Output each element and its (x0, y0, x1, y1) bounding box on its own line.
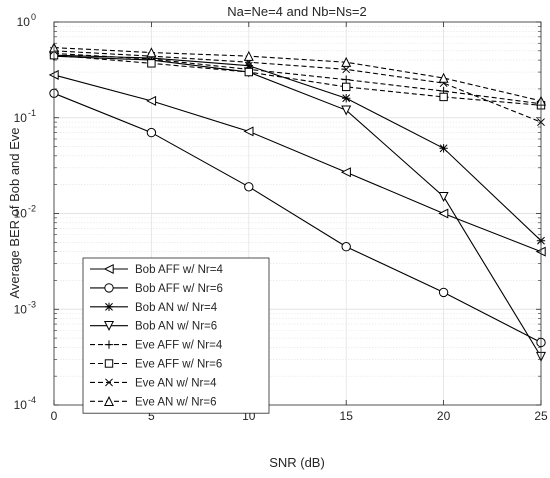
legend-item: Bob AN w/ Nr=4 (90, 302, 218, 314)
legend-marker (103, 395, 115, 406)
data-point (146, 47, 157, 58)
legend-item: Bob AFF w/ Nr=6 (90, 283, 223, 295)
data-point (243, 126, 254, 137)
data-point (341, 56, 352, 67)
data-point (244, 67, 254, 77)
series-line (53, 50, 542, 123)
x-tick-label: 0 (51, 409, 58, 423)
data-point (342, 75, 351, 84)
legend-marker (103, 321, 115, 332)
y-tick-label: 10-3 (14, 299, 36, 316)
data-point (340, 167, 351, 178)
legend-label: Eve AN w/ Nr=6 (135, 396, 217, 408)
data-point (341, 242, 351, 252)
chart-title: Na=Ne=4 and Nb=Ns=2 (227, 4, 366, 19)
legend-label: Bob AN w/ Nr=4 (135, 302, 218, 314)
data-point (438, 287, 449, 298)
data-point (146, 95, 157, 106)
legend-item: Bob AN w/ Nr=6 (90, 321, 217, 333)
x-tick-label: 15 (340, 409, 354, 423)
legend-label: Eve AN w/ Nr=4 (135, 377, 217, 389)
legend-marker (105, 378, 113, 387)
data-point (342, 82, 351, 92)
data-point (439, 144, 448, 153)
legend-marker (104, 359, 114, 368)
legend: Bob AFF w/ Nr=4 Bob AFF w/ Nr=6 Bob AN w/ … (82, 257, 270, 414)
x-tick-label: 5 (148, 409, 155, 423)
series-line (53, 55, 542, 357)
legend-box (82, 257, 270, 414)
legend-item: Eve AN w/ Nr=4 (90, 377, 217, 389)
y-tick-label: 10-1 (14, 108, 36, 125)
series-line (53, 54, 542, 106)
legend-marker (104, 340, 114, 349)
legend-marker (104, 283, 114, 293)
series-line (53, 47, 542, 102)
data-point (243, 50, 254, 61)
data-point (342, 65, 351, 74)
x-tick-label: 20 (437, 409, 451, 423)
series-line (53, 52, 542, 105)
data-point (438, 208, 449, 219)
series-line (53, 74, 542, 253)
legend-label: Eve AFF w/ Nr=6 (135, 359, 222, 371)
legend-item: Eve AFF w/ Nr=6 (90, 359, 222, 371)
legend-label: Bob AFF w/ Nr=4 (135, 264, 223, 276)
legend-label: Eve AFF w/ Nr=4 (135, 340, 223, 352)
data-point (438, 191, 449, 202)
legend-marker (104, 302, 114, 311)
legend-item: Bob AFF w/ Nr=4 (90, 263, 223, 276)
data-point (146, 127, 157, 138)
x-axis-title: SNR (dB) (269, 455, 325, 470)
legend-label: Bob AN w/ Nr=6 (135, 321, 217, 333)
legend-marker (103, 263, 114, 275)
data-point (439, 92, 448, 102)
series-line (53, 92, 542, 343)
data-point (342, 94, 351, 103)
y-axis-title: Average BER of Bob and Eve (7, 127, 22, 298)
legend-item: Eve AFF w/ Nr=4 (90, 340, 223, 352)
data-point (147, 59, 156, 68)
legend-item: Eve AN w/ Nr=6 (90, 395, 217, 408)
x-tick-label: 25 (534, 409, 548, 423)
data-point (244, 182, 254, 192)
y-tick-label: 100 (17, 12, 36, 29)
legend-label: Bob AFF w/ Nr=6 (135, 283, 223, 295)
data-point (341, 105, 352, 116)
data-point (438, 72, 449, 83)
y-tick-label: 10-4 (14, 395, 36, 412)
